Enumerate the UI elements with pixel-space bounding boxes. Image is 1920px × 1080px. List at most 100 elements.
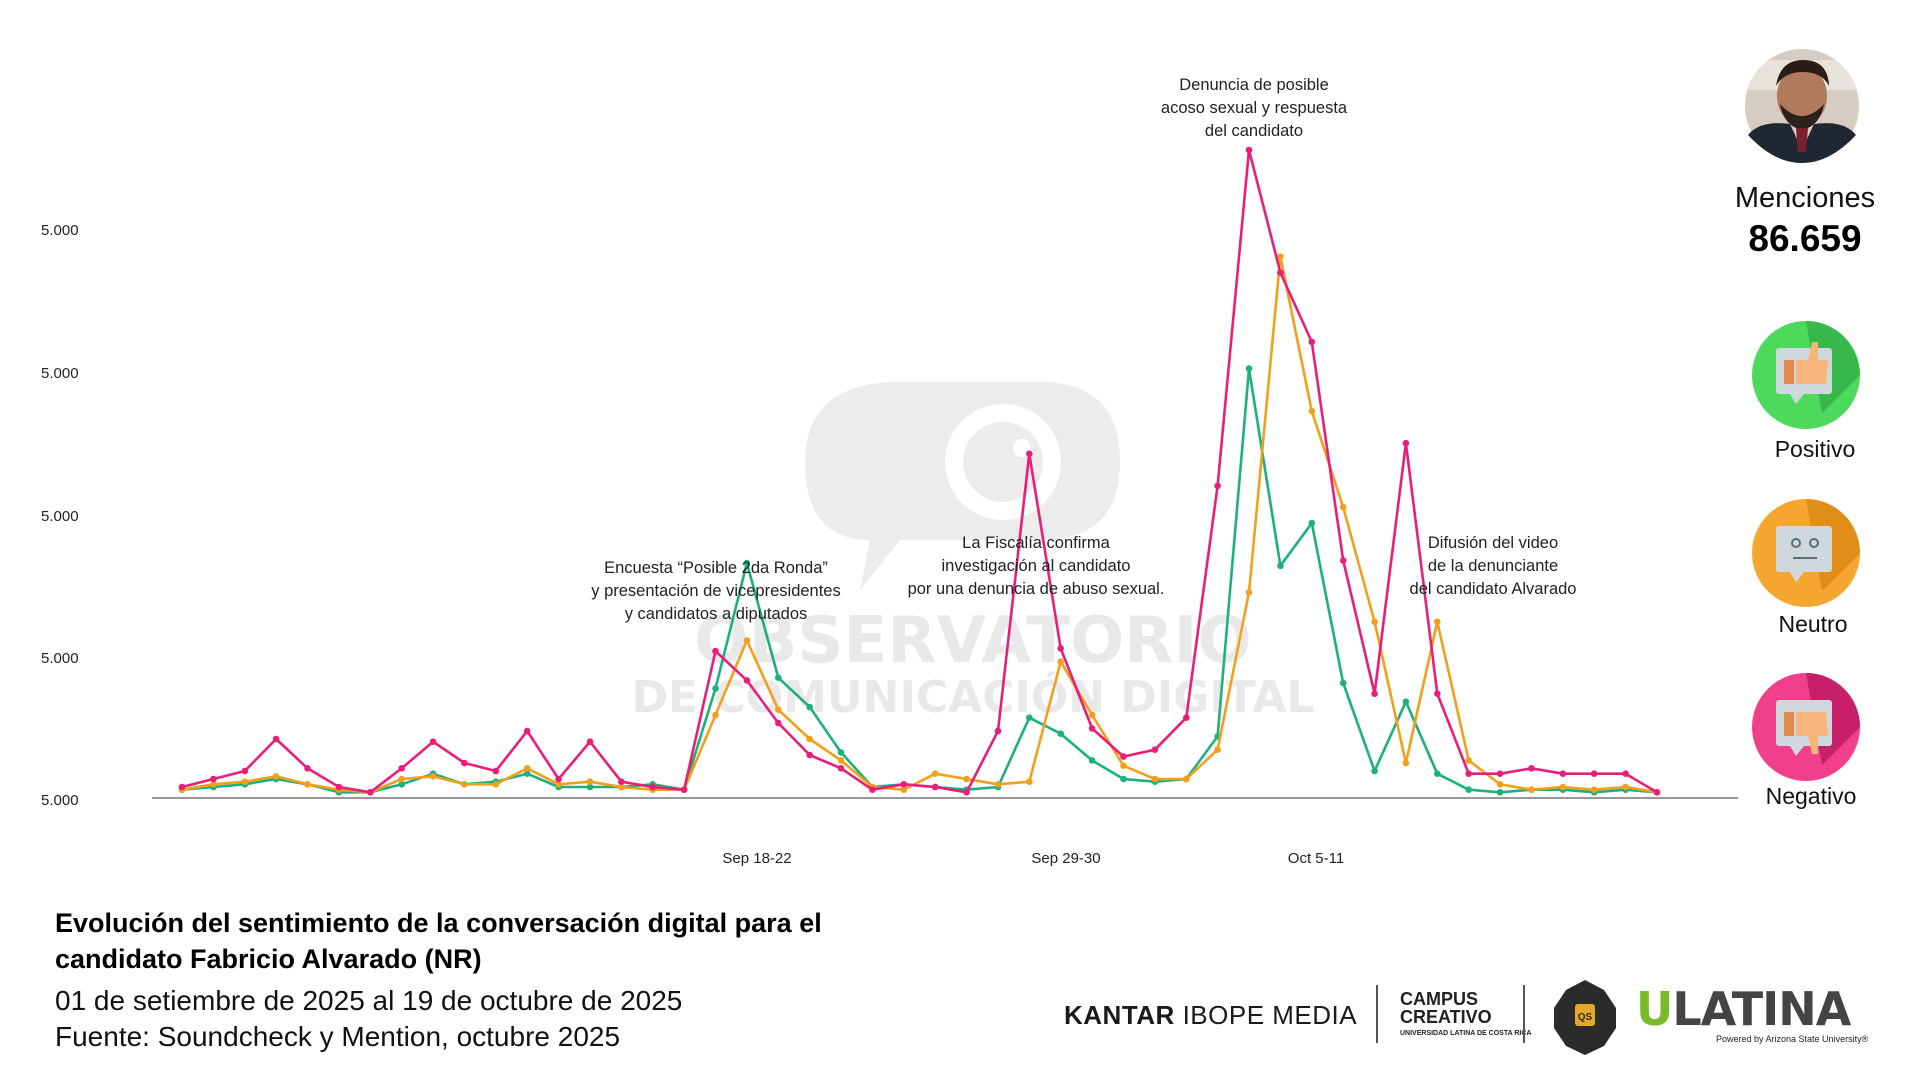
data-point (837, 757, 845, 764)
data-point (398, 781, 406, 788)
data-point (743, 677, 751, 684)
data-point (963, 789, 970, 796)
candidate-photo (1745, 49, 1859, 163)
annotation-line: por una denuncia de abuso sexual. (908, 580, 1165, 598)
x-axis-labels: Sep 18-22 Sep 29-30 Oct 5-11 (722, 850, 1344, 867)
data-point (775, 719, 782, 727)
data-point (900, 781, 908, 788)
data-point (1371, 767, 1378, 775)
data-point (178, 783, 186, 791)
y-tick-label: 5.000 (41, 222, 79, 239)
data-point (1528, 765, 1535, 772)
data-point (1465, 786, 1472, 793)
y-tick-label: 5.000 (41, 650, 79, 667)
data-point (1528, 786, 1535, 793)
data-point (1559, 783, 1567, 791)
data-point (1120, 762, 1127, 769)
annotation-poll: Encuesta “Posible 2da Ronda” y presentac… (591, 559, 840, 623)
data-point (523, 765, 531, 772)
data-point (1402, 439, 1410, 447)
kantar-ibope-logo: KANTAR IBOPE MEDIA (1064, 1000, 1357, 1031)
y-tick-label: 5.000 (41, 792, 79, 809)
data-point (806, 751, 813, 759)
campus-small: UNIVERSIDAD LATINA DE COSTA RICA (1400, 1030, 1532, 1037)
data-point (335, 783, 343, 791)
data-point (461, 759, 468, 767)
data-point (1057, 645, 1064, 652)
qs-badge-logo: QS (1554, 980, 1616, 1055)
kantar-bold: KANTAR (1064, 1000, 1175, 1030)
data-point (1402, 698, 1410, 705)
data-point (1245, 146, 1253, 154)
watermark-subtitle: DE COMUNICACIÓN DIGITAL (632, 670, 1315, 723)
campus-creativo-logo: CAMPUS CREATIVO UNIVERSIDAD LATINA DE CO… (1400, 990, 1531, 1038)
data-point (1088, 711, 1096, 719)
series-negativo (178, 146, 1661, 796)
y-axis-labels: 5.000 5.000 5.000 5.000 5.000 (41, 222, 79, 809)
data-point (586, 783, 594, 791)
data-point (1088, 725, 1096, 732)
data-point (1277, 269, 1284, 276)
data-point (931, 770, 939, 777)
data-point (429, 773, 437, 780)
data-point (272, 735, 280, 743)
data-point (869, 786, 876, 793)
data-point (555, 781, 562, 788)
campus-line2: CREATIVO (1400, 1007, 1492, 1027)
data-point (367, 789, 374, 796)
data-point (712, 685, 719, 692)
series-layer (178, 146, 1661, 796)
data-point (461, 781, 468, 788)
x-tick-label: Sep 29-30 (1031, 850, 1100, 867)
data-point (1057, 658, 1064, 665)
annotation-video: Difusión del video de la denunciante del… (1410, 534, 1577, 598)
negative-label: Negativo (1765, 783, 1857, 809)
data-point (1120, 753, 1127, 760)
campus-line1: CAMPUS (1400, 989, 1479, 1009)
data-point (994, 727, 1002, 735)
data-point (712, 647, 719, 655)
data-point (1245, 365, 1253, 372)
series-line (181, 148, 1658, 794)
annotation-line: acoso sexual y respuesta (1161, 99, 1348, 117)
data-point (618, 778, 625, 785)
data-point (1339, 679, 1347, 687)
positive-label: Positivo (1774, 436, 1856, 462)
data-point (1559, 770, 1567, 777)
data-point (304, 765, 311, 772)
date-range: 01 de setiembre de 2025 al 19 de octubre… (55, 985, 683, 1016)
data-point (1308, 519, 1316, 527)
data-point (743, 637, 751, 644)
annotation-line: de la denunciante (1428, 557, 1558, 575)
data-point (1026, 714, 1033, 721)
data-point (1339, 557, 1347, 564)
annotation-line: investigación al candidato (942, 557, 1131, 575)
data-point (398, 765, 406, 772)
annotation-line: Difusión del video (1428, 534, 1558, 552)
data-point (1183, 714, 1190, 721)
data-point (1214, 746, 1221, 753)
data-point (680, 786, 688, 793)
data-point (1277, 562, 1284, 570)
data-point (1434, 770, 1441, 777)
annotation-line: La Fiscalía confirma (962, 534, 1110, 552)
data-point (1371, 618, 1378, 626)
qs-badge-text: QS (1578, 1012, 1593, 1023)
data-point (1496, 789, 1504, 796)
data-point (837, 765, 845, 772)
data-point (1151, 775, 1159, 783)
ulatina-logo: ULATINA (1636, 982, 1851, 1036)
data-point (1026, 778, 1033, 785)
mentions-value: 86.659 (1748, 218, 1862, 259)
ulatina-u: U (1636, 982, 1673, 1036)
kantar-rest: IBOPE MEDIA (1182, 1000, 1358, 1030)
data-point (1434, 618, 1441, 626)
annotation-line: Denuncia de posible (1179, 76, 1329, 94)
logo-divider (1523, 985, 1525, 1043)
data-point (1308, 338, 1316, 346)
neutral-label: Neutro (1778, 611, 1848, 637)
data-point (210, 775, 217, 783)
thumbs-up-icon (1752, 321, 1860, 429)
data-point (1245, 589, 1253, 596)
data-point (931, 783, 939, 791)
